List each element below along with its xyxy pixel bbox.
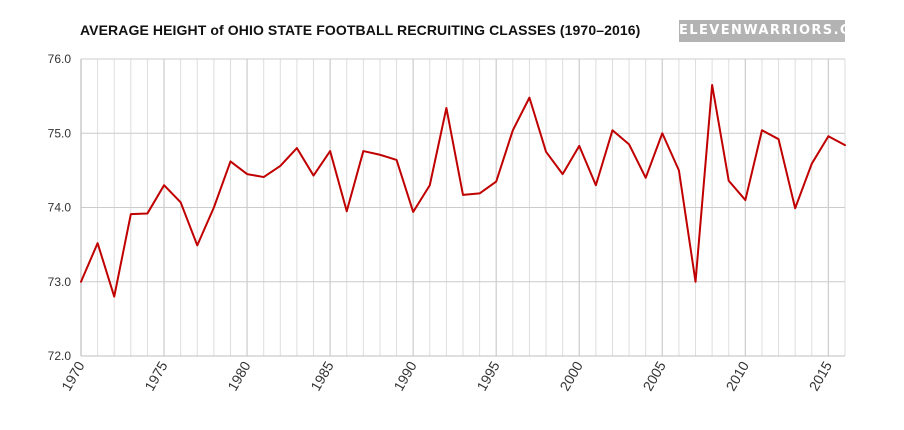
x-tick-label: 1980 — [224, 358, 254, 393]
y-tick-label: 73.0 — [48, 275, 72, 289]
brand-watermark: ELEVENWARRIORS.COM — [679, 20, 876, 42]
chart-title: AVERAGE HEIGHT of OHIO STATE FOOTBALL RE… — [80, 22, 641, 38]
x-tick-label: 1990 — [390, 358, 420, 393]
x-tick-label: 1985 — [307, 358, 337, 393]
x-tick-label: 2015 — [806, 358, 836, 393]
series-line — [80, 83, 846, 298]
x-tick-label: 2000 — [556, 358, 586, 393]
y-tick-label: 72.0 — [48, 349, 72, 363]
x-tick-label: 1970 — [58, 358, 88, 393]
y-tick-label: 75.0 — [48, 126, 72, 140]
x-tick-label: 2005 — [639, 358, 669, 393]
y-tick-label: 74.0 — [48, 201, 72, 215]
x-tick-label: 1975 — [141, 358, 171, 393]
y-tick-label: 76.0 — [48, 52, 72, 66]
x-tick-label: 1995 — [473, 358, 503, 393]
x-tick-label: 2010 — [723, 358, 753, 393]
